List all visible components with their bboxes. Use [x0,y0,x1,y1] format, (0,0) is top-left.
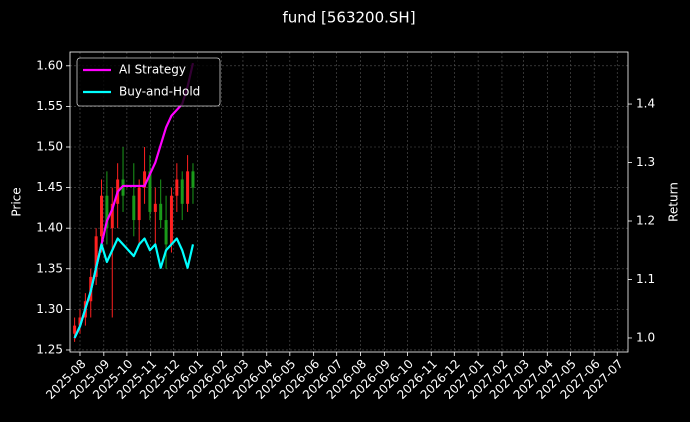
candle-body [132,195,136,221]
candle-body [159,203,163,221]
candle-body [191,171,195,188]
candle-body [110,203,114,229]
candle-body [148,171,152,212]
candle-body [137,187,141,221]
plot-frame [69,51,629,353]
chart-title: fund [563200.SH] [282,9,415,27]
y-tick-label: 1.60 [36,58,63,72]
candle-body [121,179,125,196]
candle-body [143,171,147,188]
candle-body [94,236,98,277]
y-tick-label: 1.55 [36,99,63,113]
candle-body [100,195,104,237]
legend: AI Strategy Buy-and-Hold [76,57,221,107]
candle-body [105,195,109,229]
y-tick-label: 1.45 [36,180,63,194]
legend-label: Buy-and-Hold [119,85,200,99]
candle-body [73,325,77,334]
series-line [73,237,195,339]
candle-body [169,195,173,245]
candle-body [180,179,184,204]
candle-body [78,317,82,326]
legend-box [76,57,221,107]
y-tick-label: 1.40 [36,221,63,235]
y2-tick-label: 1.3 [636,155,655,169]
candle-body [186,171,190,204]
candle-body [164,220,168,245]
y2-tick-label: 1.0 [636,330,655,344]
y2-tick-label: 1.2 [636,214,655,228]
y-tick-label: 1.30 [36,302,63,316]
y2-tick-label: 1.1 [636,272,655,286]
y2-axis-label: Return [667,182,681,222]
y-tick-label: 1.50 [36,139,63,153]
y-tick-label: 1.35 [36,261,63,275]
candle-body [153,203,157,212]
y2-tick-label: 1.4 [636,97,655,111]
y-axis-label: Price [10,187,24,216]
candle-body [175,179,179,196]
y-tick-label: 1.25 [36,342,63,356]
legend-label: AI Strategy [119,63,186,77]
